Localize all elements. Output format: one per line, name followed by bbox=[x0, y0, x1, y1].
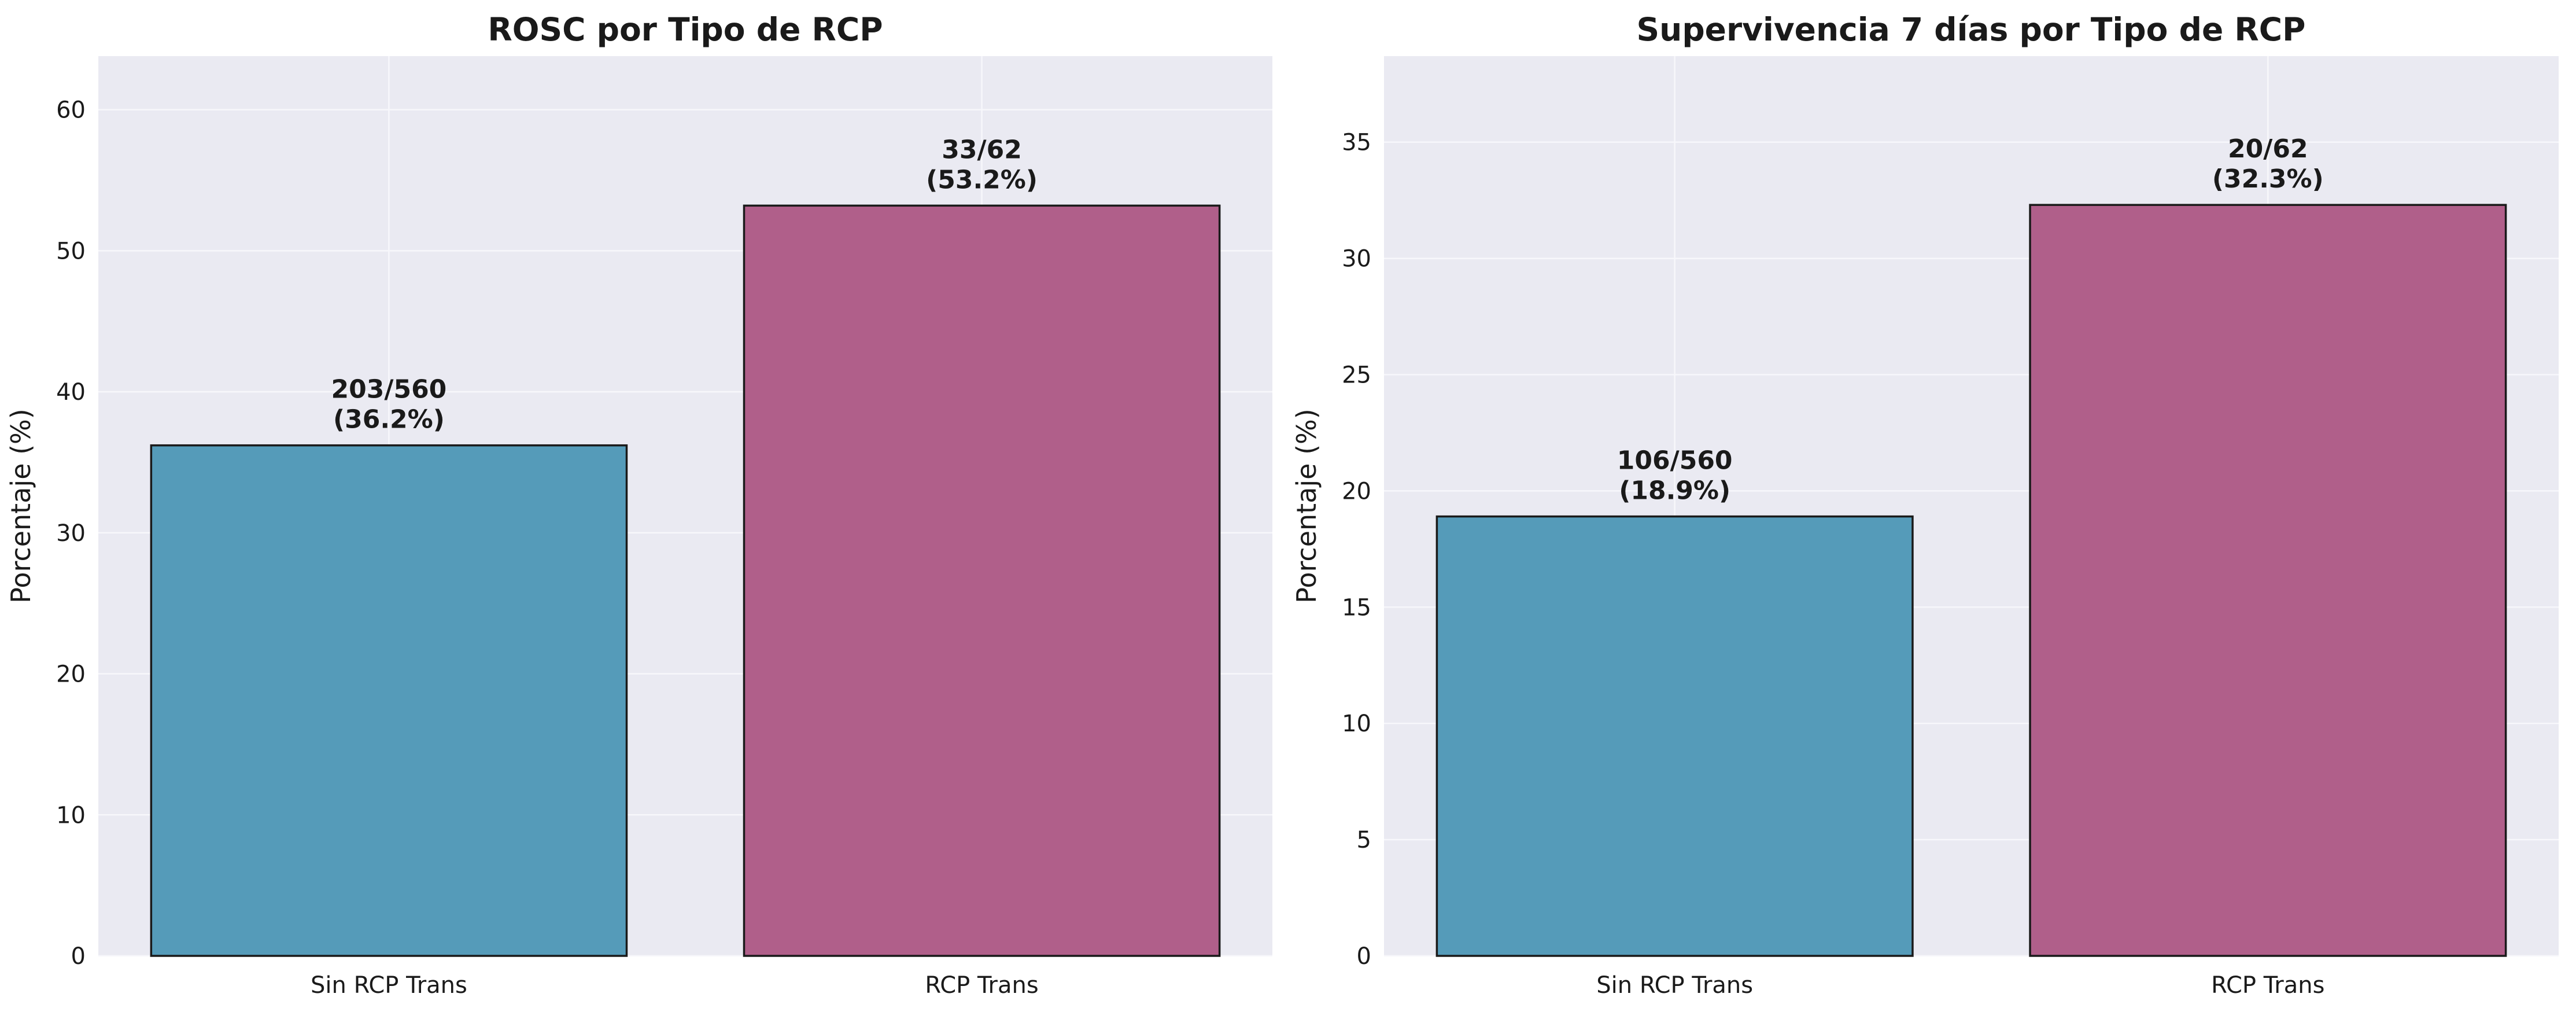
chart-title: Supervivencia 7 días por Tipo de RCP bbox=[1637, 11, 2306, 48]
data-label-count: 106/560 bbox=[1617, 446, 1733, 476]
y-tick-label: 30 bbox=[56, 520, 86, 547]
y-tick-label: 10 bbox=[56, 802, 86, 829]
data-label-percent: (18.9%) bbox=[1619, 476, 1730, 506]
data-label-count: 203/560 bbox=[331, 375, 447, 404]
y-tick-label: 60 bbox=[56, 97, 86, 124]
bar-rcp-trans bbox=[743, 204, 1221, 957]
data-label-count: 20/62 bbox=[2228, 134, 2308, 164]
bar-rcp-trans bbox=[2029, 204, 2507, 957]
y-tick-label: 0 bbox=[1357, 943, 1371, 970]
y-tick-label: 30 bbox=[1342, 246, 1371, 273]
y-tick-label: 0 bbox=[71, 943, 86, 970]
data-label-percent: (53.2%) bbox=[926, 165, 1038, 194]
y-axis-label: Porcentaje (%) bbox=[1291, 409, 1322, 603]
data-label-percent: (32.3%) bbox=[2212, 164, 2324, 194]
chart-title: ROSC por Tipo de RCP bbox=[488, 11, 883, 48]
y-tick-label: 20 bbox=[56, 661, 86, 688]
y-axis-label: Porcentaje (%) bbox=[5, 409, 36, 603]
y-tick-label: 25 bbox=[1342, 362, 1371, 388]
bar-sin-rcp-trans bbox=[1435, 515, 1914, 957]
x-tick-label: Sin RCP Trans bbox=[311, 972, 467, 999]
y-tick-label: 5 bbox=[1357, 827, 1371, 853]
x-tick-label: RCP Trans bbox=[2211, 972, 2324, 999]
y-tick-label: 40 bbox=[56, 379, 86, 406]
chart-supervivencia: 0 5 10 15 20 25 30 35 106/560(18.9%) Sin RCP Tran… bbox=[1291, 11, 2559, 999]
y-tick-label: 10 bbox=[1342, 711, 1371, 737]
y-tick-label: 20 bbox=[1342, 478, 1371, 505]
chart-rosc: 0 10 20 30 40 50 60 203/560(36.2%) Sin RCP Trans… bbox=[5, 11, 1272, 999]
bar-sin-rcp-trans bbox=[150, 444, 628, 957]
y-tick-label: 50 bbox=[56, 238, 86, 264]
x-tick-label: Sin RCP Trans bbox=[1596, 972, 1753, 999]
data-label-count: 33/62 bbox=[942, 135, 1022, 164]
y-tick-label: 15 bbox=[1342, 594, 1371, 621]
data-label-percent: (36.2%) bbox=[333, 405, 445, 435]
y-tick-label: 35 bbox=[1342, 130, 1371, 156]
x-tick-label: RCP Trans bbox=[925, 972, 1038, 999]
